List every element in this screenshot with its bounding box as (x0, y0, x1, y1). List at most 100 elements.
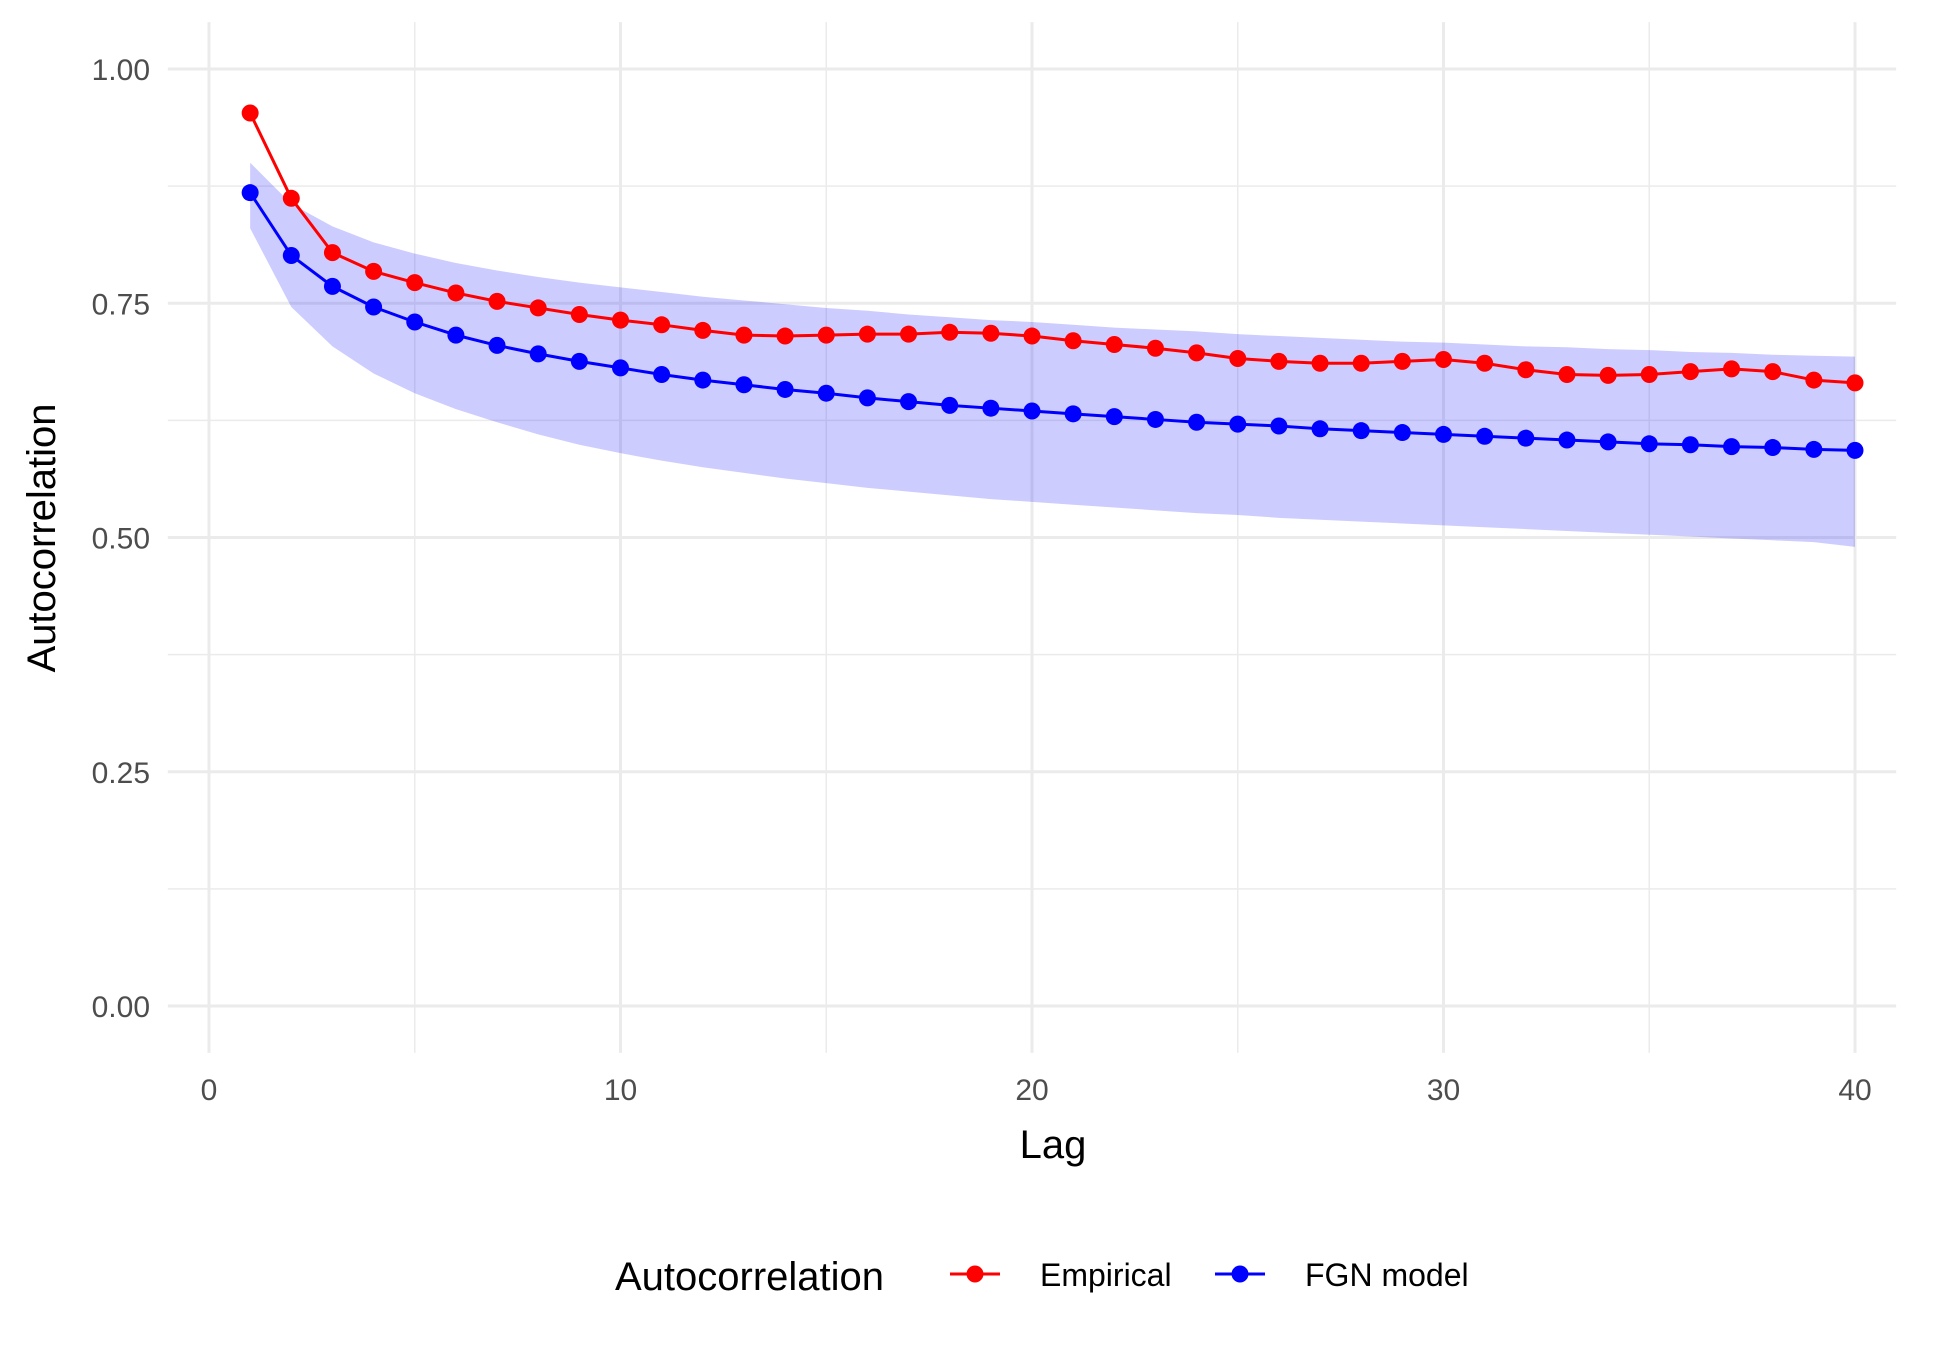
point-fgn-model-5 (406, 313, 424, 331)
point-empirical-15 (817, 326, 835, 344)
legend-item-fgn-model: FGN model (1215, 1257, 1469, 1293)
point-fgn-model-2 (282, 246, 300, 264)
y-tick-label: 0.75 (92, 288, 150, 321)
point-empirical-3 (323, 244, 341, 262)
point-empirical-6 (447, 284, 465, 302)
point-empirical-31 (1476, 354, 1494, 372)
point-fgn-model-40 (1846, 441, 1864, 459)
point-empirical-21 (1064, 332, 1082, 350)
point-empirical-40 (1846, 374, 1864, 392)
major-gridlines (167, 22, 1897, 1053)
point-empirical-1 (241, 104, 259, 122)
y-tick-label: 1.00 (92, 54, 150, 87)
point-empirical-23 (1146, 339, 1164, 357)
point-fgn-model-39 (1805, 440, 1823, 458)
point-fgn-model-19 (982, 399, 1000, 417)
point-fgn-model-23 (1146, 410, 1164, 428)
series-line-empirical (248, 112, 1856, 385)
fgn-confidence-band (250, 162, 1855, 547)
point-fgn-model-17 (900, 393, 918, 411)
point-fgn-model-33 (1558, 431, 1576, 449)
point-fgn-model-6 (447, 326, 465, 344)
series-lines (241, 104, 1864, 459)
point-empirical-16 (858, 325, 876, 343)
point-fgn-model-10 (612, 359, 629, 377)
point-fgn-model-18 (941, 396, 959, 414)
point-empirical-36 (1681, 363, 1699, 381)
point-fgn-model-15 (817, 384, 835, 402)
point-fgn-model-26 (1270, 417, 1288, 435)
x-tick-label: 0 (201, 1074, 218, 1107)
point-empirical-27 (1311, 354, 1329, 372)
point-fgn-model-27 (1311, 420, 1329, 438)
series-line-fgn-model (248, 191, 1856, 452)
legend-items: Empirical FGN model (950, 1257, 1469, 1293)
point-empirical-24 (1188, 344, 1206, 362)
point-empirical-25 (1229, 350, 1247, 368)
x-tick-label: 20 (1015, 1074, 1048, 1107)
legend-key-point (1231, 1265, 1249, 1283)
point-fgn-model-35 (1640, 435, 1658, 453)
point-empirical-17 (900, 325, 918, 343)
y-tick-label: 0.50 (92, 523, 150, 556)
point-empirical-12 (694, 321, 712, 339)
point-empirical-37 (1723, 360, 1741, 378)
y-tick-label: 0.25 (92, 757, 150, 790)
legend-title: Autocorrelation (615, 1255, 884, 1299)
x-tick-label: 10 (604, 1074, 637, 1107)
point-fgn-model-1 (241, 184, 259, 202)
x-tick-label: 40 (1838, 1074, 1871, 1107)
point-empirical-26 (1270, 352, 1288, 370)
point-empirical-28 (1352, 354, 1370, 372)
legend-label: FGN model (1305, 1257, 1469, 1293)
point-fgn-model-37 (1723, 438, 1741, 456)
point-fgn-model-32 (1517, 429, 1535, 447)
point-fgn-model-30 (1435, 425, 1452, 443)
point-empirical-19 (982, 324, 1000, 342)
point-fgn-model-31 (1476, 427, 1494, 445)
legend-label: Empirical (1040, 1257, 1172, 1293)
point-empirical-11 (653, 316, 671, 334)
point-fgn-model-7 (488, 336, 506, 354)
point-empirical-18 (941, 323, 959, 341)
point-empirical-5 (406, 274, 424, 292)
point-empirical-14 (776, 327, 794, 345)
series-fgn-model (241, 184, 1864, 459)
point-fgn-model-21 (1064, 405, 1082, 423)
point-empirical-30 (1435, 350, 1452, 368)
point-empirical-29 (1393, 352, 1411, 370)
legend-key-point (966, 1265, 984, 1283)
point-fgn-model-20 (1023, 402, 1041, 420)
point-fgn-model-25 (1229, 415, 1247, 433)
point-fgn-model-9 (570, 352, 588, 370)
point-fgn-model-3 (323, 277, 341, 295)
point-fgn-model-14 (776, 380, 794, 398)
point-empirical-34 (1599, 366, 1617, 384)
series-empirical (241, 104, 1864, 392)
point-fgn-model-4 (365, 298, 383, 316)
point-empirical-2 (282, 189, 300, 207)
point-fgn-model-16 (858, 389, 876, 407)
point-fgn-model-36 (1681, 436, 1699, 454)
legend: Autocorrelation Empirical FGN model (615, 1255, 1469, 1299)
point-fgn-model-29 (1393, 424, 1411, 442)
point-empirical-22 (1105, 335, 1123, 353)
point-empirical-32 (1517, 361, 1535, 379)
point-empirical-38 (1764, 363, 1782, 381)
point-empirical-10 (612, 311, 629, 329)
point-empirical-33 (1558, 365, 1576, 383)
point-fgn-model-22 (1105, 408, 1123, 426)
point-empirical-20 (1023, 327, 1041, 345)
x-tick-label: 30 (1427, 1074, 1460, 1107)
point-empirical-39 (1805, 371, 1823, 389)
x-axis-title: Lag (1020, 1123, 1087, 1167)
point-empirical-4 (365, 262, 383, 280)
point-fgn-model-8 (529, 345, 547, 363)
point-empirical-13 (735, 326, 753, 344)
point-empirical-7 (488, 292, 506, 310)
point-empirical-9 (570, 305, 588, 323)
point-empirical-8 (529, 299, 547, 317)
y-axis-title: Autocorrelation (20, 403, 64, 672)
point-fgn-model-12 (694, 371, 712, 389)
